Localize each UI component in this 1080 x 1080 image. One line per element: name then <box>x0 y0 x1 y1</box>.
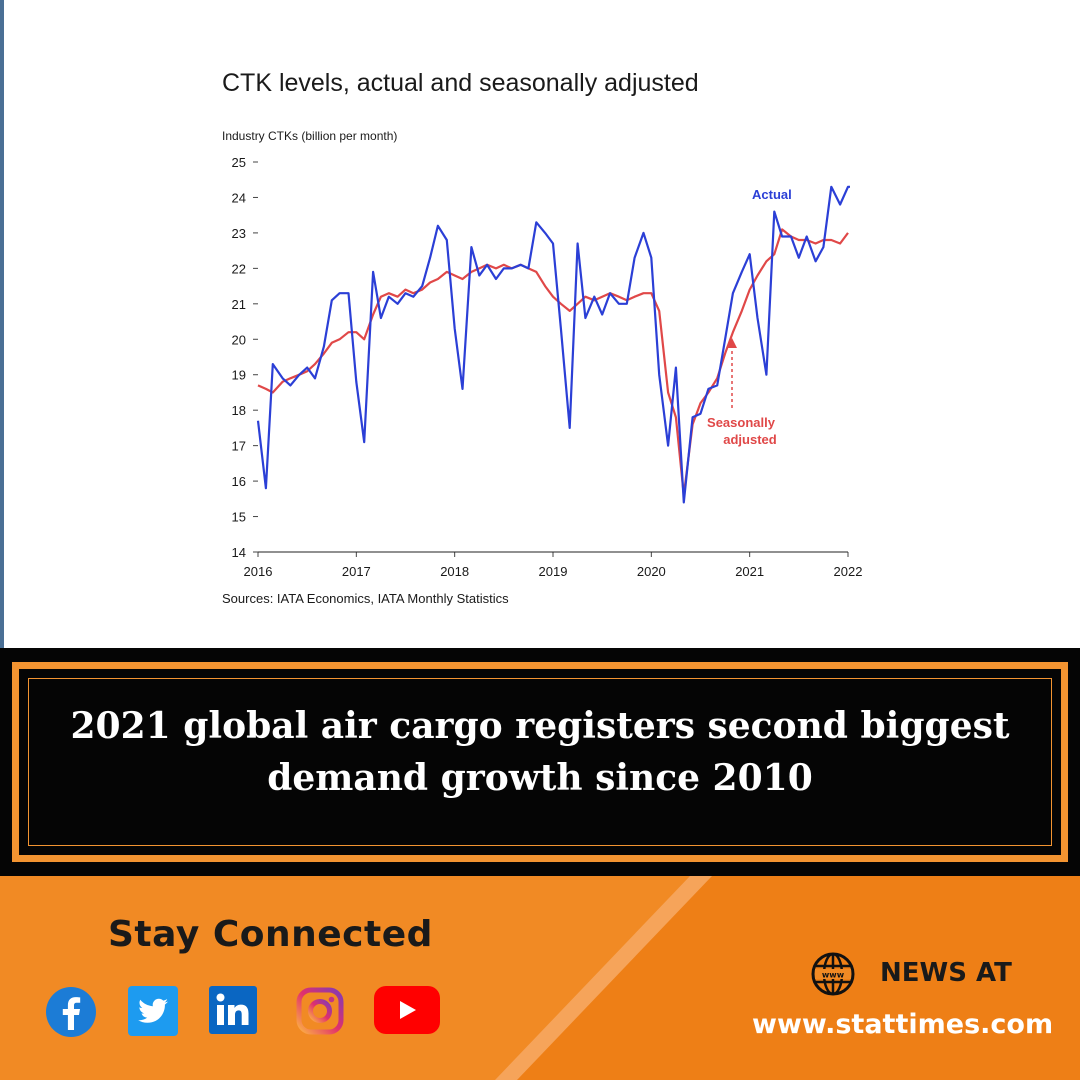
annotation-arrow-head <box>727 338 737 348</box>
series-line-actual <box>256 185 850 504</box>
y-tick-label: 20 <box>232 332 246 347</box>
y-tick-label: 14 <box>232 545 246 560</box>
series-line-seasonally-adjusted <box>257 228 849 497</box>
headline-band <box>0 648 1080 876</box>
left-edge-strip <box>0 0 4 648</box>
annotation-seasonal-line1: Seasonally <box>707 415 776 430</box>
y-axis: 14 15 16 17 18 19 20 21 22 23 24 25 <box>232 155 258 560</box>
x-tick-label: 2017 <box>342 564 371 579</box>
x-tick-label: 2020 <box>637 564 666 579</box>
headline: 2021 global air cargo registers second b… <box>40 700 1040 804</box>
x-tick-label: 2022 <box>834 564 863 579</box>
youtube-icon[interactable] <box>374 986 440 1034</box>
headline-line-1: 2021 global air cargo registers second b… <box>70 705 1010 747</box>
x-axis: 2016 2017 2018 2019 2020 2021 2022 <box>244 552 863 579</box>
ctk-line-chart: CTK levels, actual and seasonally adjust… <box>222 69 863 606</box>
annotation-actual: Actual <box>752 187 792 202</box>
y-axis-label: Industry CTKs (billion per month) <box>222 129 397 143</box>
x-tick-label: 2019 <box>539 564 568 579</box>
chart-panel: CTK levels, actual and seasonally adjust… <box>0 0 863 648</box>
x-tick-label: 2016 <box>244 564 273 579</box>
y-tick-label: 18 <box>232 403 246 418</box>
y-tick-label: 19 <box>232 368 246 383</box>
series-lines <box>256 185 850 504</box>
x-tick-label: 2018 <box>440 564 469 579</box>
annotation-seasonal-line2: adjusted <box>723 432 777 447</box>
headline-line-2: demand growth since 2010 <box>267 757 813 799</box>
globe-icon: www <box>811 952 855 996</box>
twitter-icon[interactable] <box>128 986 178 1036</box>
headline-frame-inner <box>28 678 1052 846</box>
chart-title: CTK levels, actual and seasonally adjust… <box>222 69 699 97</box>
svg-text:www: www <box>822 971 845 980</box>
website-link[interactable]: www.stattimes.com <box>752 1009 1054 1040</box>
y-tick-label: 16 <box>232 474 246 489</box>
y-tick-label: 23 <box>232 226 246 241</box>
stay-connected-label: Stay Connected <box>108 914 433 955</box>
chart-source: Sources: IATA Economics, IATA Monthly St… <box>222 591 509 606</box>
footer: Stay Connected <box>0 876 1080 1080</box>
y-tick-label: 21 <box>232 297 246 312</box>
y-tick-label: 22 <box>232 261 246 276</box>
instagram-icon[interactable] <box>295 986 345 1036</box>
headline-frame-outer <box>12 662 1068 862</box>
x-tick-label: 2021 <box>735 564 764 579</box>
y-tick-label: 17 <box>232 439 246 454</box>
y-tick-label: 25 <box>232 155 246 170</box>
news-at-label: NEWS AT <box>880 958 1012 988</box>
y-tick-label: 24 <box>232 190 246 205</box>
linkedin-icon[interactable] <box>209 986 257 1034</box>
y-tick-label: 15 <box>232 510 246 525</box>
facebook-icon[interactable] <box>45 986 97 1038</box>
